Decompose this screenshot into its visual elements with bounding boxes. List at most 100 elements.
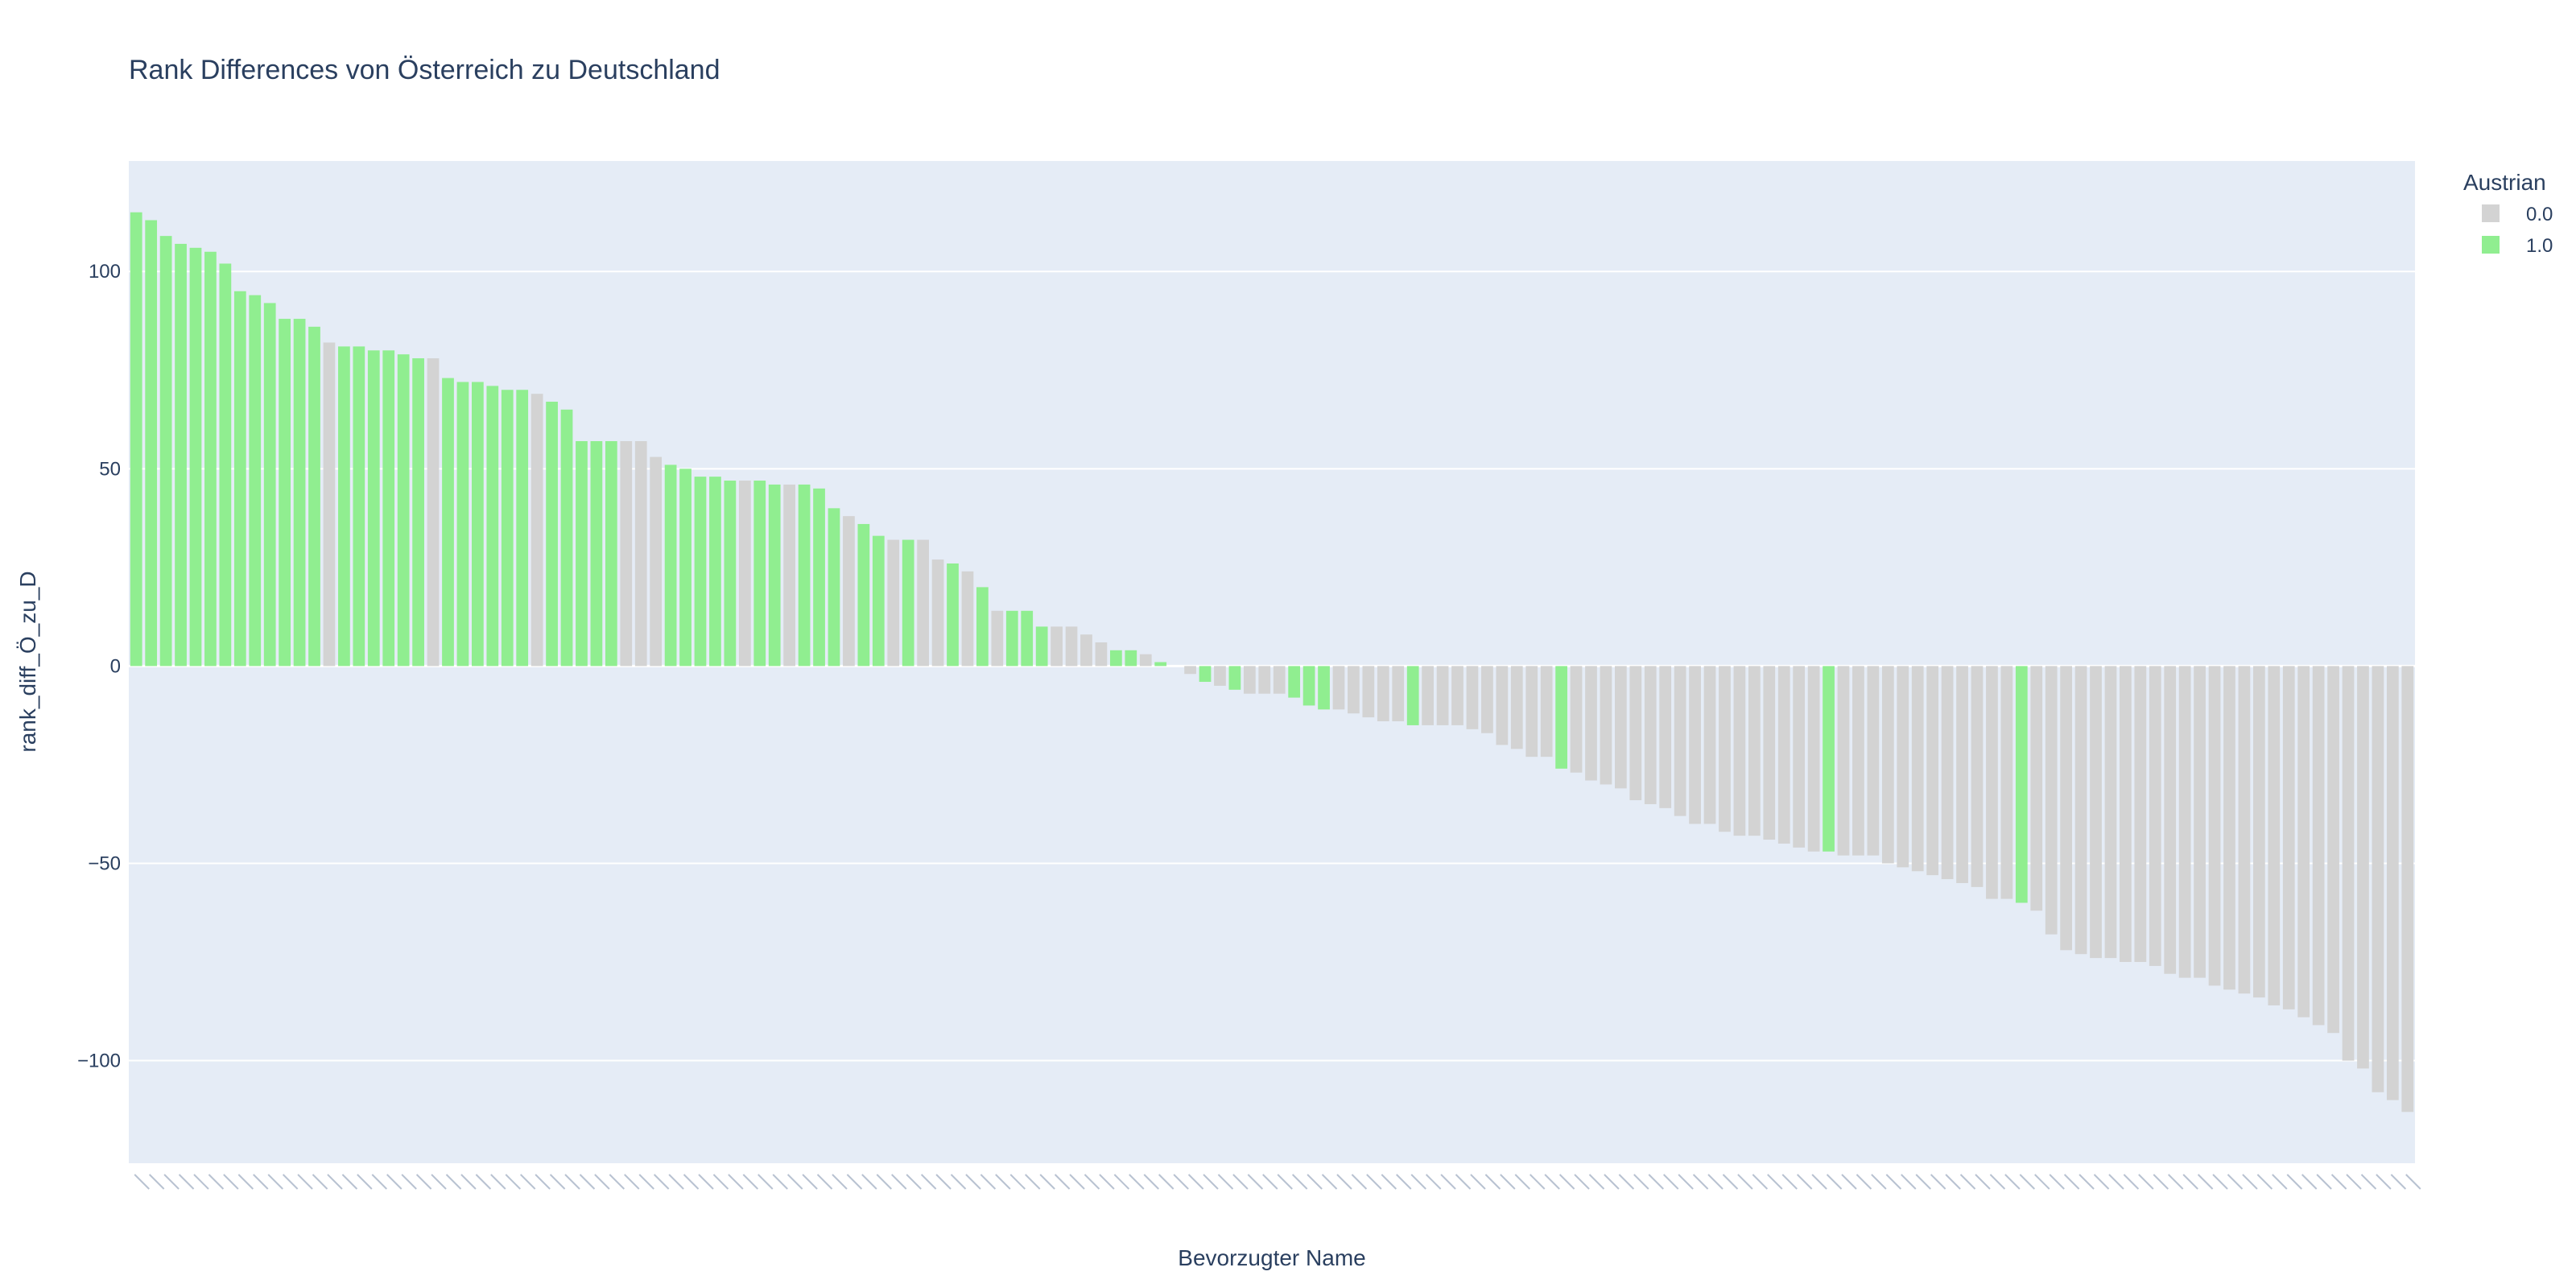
bar-8[interactable] bbox=[249, 295, 262, 667]
bar-87[interactable] bbox=[1422, 666, 1435, 725]
bar-127[interactable] bbox=[2015, 666, 2028, 903]
bar-72[interactable] bbox=[1199, 666, 1212, 683]
bar-94[interactable] bbox=[1525, 666, 1538, 758]
bar-97[interactable] bbox=[1570, 666, 1583, 773]
bar-81[interactable] bbox=[1332, 666, 1345, 710]
bar-52[interactable] bbox=[902, 539, 914, 667]
bar-84[interactable] bbox=[1377, 666, 1389, 722]
bar-2[interactable] bbox=[159, 236, 172, 667]
bar-66[interactable] bbox=[1109, 650, 1122, 667]
bar-14[interactable] bbox=[338, 346, 350, 667]
bar-68[interactable] bbox=[1139, 654, 1152, 667]
bar-103[interactable] bbox=[1659, 666, 1672, 808]
bar-45[interactable] bbox=[798, 484, 811, 667]
bar-141[interactable] bbox=[2223, 666, 2235, 990]
bar-138[interactable] bbox=[2178, 666, 2191, 978]
bar-137[interactable] bbox=[2164, 666, 2177, 974]
bar-132[interactable] bbox=[2090, 666, 2102, 959]
bar-9[interactable] bbox=[263, 303, 276, 667]
bar-63[interactable] bbox=[1065, 626, 1078, 667]
bar-133[interactable] bbox=[2104, 666, 2117, 959]
bar-18[interactable] bbox=[397, 354, 410, 667]
bar-142[interactable] bbox=[2238, 666, 2251, 994]
bar-75[interactable] bbox=[1243, 666, 1256, 694]
bar-80[interactable] bbox=[1318, 666, 1330, 710]
bar-78[interactable] bbox=[1288, 666, 1301, 698]
bar-149[interactable] bbox=[2342, 666, 2355, 1061]
bar-44[interactable] bbox=[783, 484, 796, 667]
bar-129[interactable] bbox=[2045, 666, 2058, 935]
bar-11[interactable] bbox=[293, 319, 306, 667]
bar-0[interactable] bbox=[130, 212, 142, 667]
bar-3[interactable] bbox=[175, 243, 187, 667]
bar-91[interactable] bbox=[1481, 666, 1493, 733]
bar-115[interactable] bbox=[1837, 666, 1850, 856]
bar-36[interactable] bbox=[664, 464, 677, 667]
bar-65[interactable] bbox=[1095, 642, 1108, 667]
bar-107[interactable] bbox=[1719, 666, 1731, 832]
bar-56[interactable] bbox=[961, 571, 974, 667]
bar-76[interactable] bbox=[1258, 666, 1271, 694]
bar-153[interactable] bbox=[2401, 666, 2414, 1113]
bar-116[interactable] bbox=[1852, 666, 1864, 856]
bar-105[interactable] bbox=[1689, 666, 1701, 824]
bar-110[interactable] bbox=[1763, 666, 1776, 840]
bar-50[interactable] bbox=[872, 535, 885, 667]
bar-98[interactable] bbox=[1585, 666, 1597, 781]
bar-17[interactable] bbox=[382, 350, 395, 667]
bar-12[interactable] bbox=[308, 326, 320, 667]
bar-23[interactable] bbox=[472, 382, 484, 667]
bar-53[interactable] bbox=[917, 539, 929, 667]
bar-27[interactable] bbox=[530, 394, 543, 667]
bar-146[interactable] bbox=[2297, 666, 2310, 1018]
bar-51[interactable] bbox=[887, 539, 900, 667]
bar-101[interactable] bbox=[1629, 666, 1642, 801]
bar-4[interactable] bbox=[189, 247, 202, 667]
bar-7[interactable] bbox=[233, 291, 246, 667]
bar-30[interactable] bbox=[576, 441, 588, 667]
bar-131[interactable] bbox=[2074, 666, 2087, 955]
bar-34[interactable] bbox=[634, 441, 647, 667]
bar-140[interactable] bbox=[2208, 666, 2221, 986]
bar-38[interactable] bbox=[694, 477, 707, 667]
bar-62[interactable] bbox=[1051, 626, 1063, 667]
bar-117[interactable] bbox=[1867, 666, 1880, 856]
bar-89[interactable] bbox=[1451, 666, 1463, 725]
bar-43[interactable] bbox=[768, 484, 781, 667]
bar-13[interactable] bbox=[323, 342, 336, 667]
bar-35[interactable] bbox=[650, 456, 663, 667]
bar-59[interactable] bbox=[1005, 610, 1018, 667]
legend-entry-1[interactable]: 1.0 bbox=[2482, 235, 2553, 257]
bar-57[interactable] bbox=[976, 587, 989, 667]
bar-136[interactable] bbox=[2149, 666, 2161, 966]
bar-10[interactable] bbox=[279, 319, 291, 667]
bar-147[interactable] bbox=[2312, 666, 2325, 1026]
bar-135[interactable] bbox=[2134, 666, 2147, 963]
bar-83[interactable] bbox=[1362, 666, 1375, 718]
bar-92[interactable] bbox=[1496, 666, 1509, 745]
bar-60[interactable] bbox=[1021, 610, 1034, 667]
bar-95[interactable] bbox=[1540, 666, 1553, 758]
bar-139[interactable] bbox=[2194, 666, 2206, 978]
bar-120[interactable] bbox=[1911, 666, 1924, 872]
bar-69[interactable] bbox=[1154, 662, 1167, 667]
bar-122[interactable] bbox=[1941, 666, 1954, 880]
bar-109[interactable] bbox=[1748, 666, 1761, 836]
bar-112[interactable] bbox=[1793, 666, 1806, 848]
bar-151[interactable] bbox=[2372, 666, 2384, 1092]
bar-108[interactable] bbox=[1733, 666, 1746, 836]
bar-126[interactable] bbox=[2000, 666, 2013, 899]
legend-entry-0[interactable]: 0.0 bbox=[2482, 204, 2553, 225]
bar-125[interactable] bbox=[1986, 666, 1998, 899]
bar-21[interactable] bbox=[442, 378, 454, 667]
bar-26[interactable] bbox=[516, 390, 529, 667]
bar-61[interactable] bbox=[1035, 626, 1048, 667]
bar-119[interactable] bbox=[1897, 666, 1909, 868]
bar-124[interactable] bbox=[1971, 666, 1984, 887]
bar-77[interactable] bbox=[1273, 666, 1286, 694]
bar-106[interactable] bbox=[1703, 666, 1716, 824]
bar-123[interactable] bbox=[1956, 666, 1968, 883]
bar-47[interactable] bbox=[828, 508, 840, 667]
bar-144[interactable] bbox=[2268, 666, 2281, 1005]
bar-74[interactable] bbox=[1228, 666, 1241, 690]
